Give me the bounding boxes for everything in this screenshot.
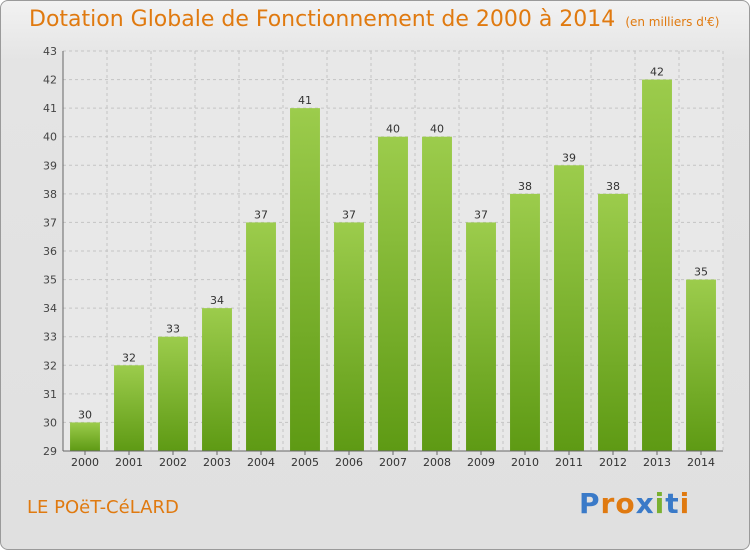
data-label: 38 — [518, 180, 532, 193]
bar — [114, 365, 144, 451]
x-tick-label: 2000 — [71, 456, 99, 469]
x-tick-label: 2001 — [115, 456, 143, 469]
y-tick-label: 42 — [43, 74, 57, 87]
data-label: 40 — [430, 123, 444, 136]
y-tick-label: 34 — [43, 302, 57, 315]
data-label: 39 — [562, 151, 576, 164]
bar — [598, 193, 628, 451]
data-label: 38 — [606, 180, 620, 193]
bar — [334, 222, 364, 451]
commune-name: LE POëT-CéLARD — [27, 497, 179, 518]
x-tick-label: 2006 — [335, 456, 363, 469]
x-tick-label: 2008 — [423, 456, 451, 469]
y-tick-label: 41 — [43, 102, 57, 115]
y-tick-label: 33 — [43, 331, 57, 344]
bar — [70, 422, 100, 451]
chart-title-text: Dotation Globale de Fonctionnement de 20… — [29, 7, 616, 32]
logo-letter: t — [665, 487, 680, 520]
y-tick-label: 36 — [43, 245, 57, 258]
y-tick-label: 37 — [43, 216, 57, 229]
data-label: 34 — [210, 294, 224, 307]
logo-letter: o — [615, 487, 636, 520]
bar-layer — [70, 79, 716, 452]
y-tick-label: 40 — [43, 131, 57, 144]
data-label: 33 — [166, 323, 180, 336]
y-tick-label: 32 — [43, 359, 57, 372]
x-tick-label: 2003 — [203, 456, 231, 469]
logo-letter: P — [579, 487, 601, 520]
label-layer: 30 32 33 34 37 41 37 40 40 37 38 39 38 42 35 — [78, 66, 708, 422]
data-label: 37 — [254, 208, 268, 221]
x-tick-label: 2014 — [687, 456, 715, 469]
bar — [290, 108, 320, 452]
bar — [378, 136, 408, 451]
x-tick-label: 2007 — [379, 456, 407, 469]
data-label: 42 — [650, 66, 664, 79]
y-tick-label: 31 — [43, 388, 57, 401]
x-tick-label: 2011 — [555, 456, 583, 469]
data-label: 30 — [78, 408, 92, 421]
x-tick-label: 2013 — [643, 456, 671, 469]
logo-letter: r — [600, 487, 616, 520]
data-label: 32 — [122, 351, 136, 364]
logo-letter: x — [635, 487, 655, 520]
bar — [158, 336, 188, 451]
y-tick-label: 43 — [43, 45, 57, 58]
bar — [246, 222, 276, 451]
data-label: 37 — [342, 208, 356, 221]
axis-layer: 29 30 31 32 33 34 35 36 37 38 39 40 41 42 43 2000 2001 20… — [43, 45, 723, 469]
bar — [686, 279, 716, 451]
bar — [202, 308, 232, 451]
proxiti-logo: Proxiti — [579, 487, 690, 520]
chart-subtitle: (en milliers d'€) — [625, 15, 720, 29]
x-tick-label: 2005 — [291, 456, 319, 469]
y-tick-label: 39 — [43, 159, 57, 172]
logo-letter: i — [679, 487, 691, 520]
x-tick-label: 2004 — [247, 456, 275, 469]
data-label: 40 — [386, 123, 400, 136]
data-label: 41 — [298, 94, 312, 107]
bar — [554, 165, 584, 452]
logo-letter: i — [654, 487, 666, 520]
x-tick-label: 2009 — [467, 456, 495, 469]
bar — [422, 136, 452, 451]
y-tick-label: 38 — [43, 188, 57, 201]
x-tick-label: 2010 — [511, 456, 539, 469]
x-tick-label: 2002 — [159, 456, 187, 469]
bar — [510, 193, 540, 451]
bar — [642, 79, 672, 452]
data-label: 37 — [474, 208, 488, 221]
y-tick-label: 35 — [43, 274, 57, 287]
chart-title: Dotation Globale de Fonctionnement de 20… — [29, 7, 719, 32]
bar — [466, 222, 496, 451]
x-tick-label: 2012 — [599, 456, 627, 469]
y-tick-label: 30 — [43, 416, 57, 429]
data-label: 35 — [694, 266, 708, 279]
y-tick-label: 29 — [43, 445, 57, 458]
